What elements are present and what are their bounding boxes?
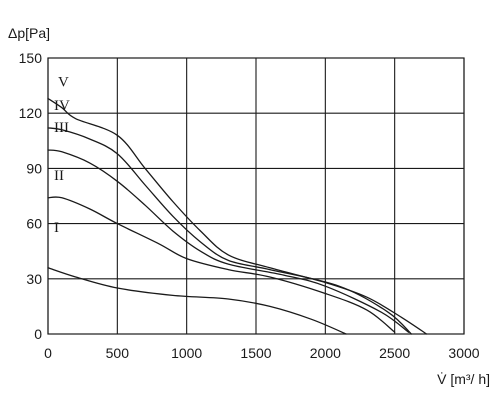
series-line-iii [47,149,410,333]
series-line-iv [47,127,412,335]
fan-curves [47,97,428,335]
y-tick-label: 120 [19,105,43,121]
series-line-i [47,267,347,335]
x-tick-label: 1500 [240,345,271,361]
series-label-iii: III [54,120,69,136]
x-tick-label: 2000 [310,345,341,361]
tick-labels: 0 500 1000 1500 2000 2500 3000 0 30 60 90 120 150 [19,50,480,361]
series-label-ii: II [54,168,64,184]
x-tick-label: 500 [106,345,130,361]
y-tick-label: 0 [34,326,42,342]
x-tick-label: 2500 [379,345,410,361]
grid-lines [47,57,465,335]
y-tick-label: 60 [26,216,42,232]
series-label-v: V [58,74,69,90]
y-axis-label: Δp[Pa] [8,25,50,41]
plot-frame [47,57,465,335]
y-tick-label: 30 [26,271,42,287]
series-line-v [47,97,428,335]
x-tick-label: 3000 [448,345,479,361]
series-line-ii [47,196,396,333]
x-tick-label: 1000 [171,345,202,361]
y-tick-label: 90 [26,160,42,176]
y-tick-label: 150 [19,50,43,66]
series-label-iv: IV [54,98,70,114]
series-label-i: I [54,220,59,236]
x-tick-label: 0 [44,345,52,361]
x-axis-label: V̇ [m³/ h] [437,371,490,387]
